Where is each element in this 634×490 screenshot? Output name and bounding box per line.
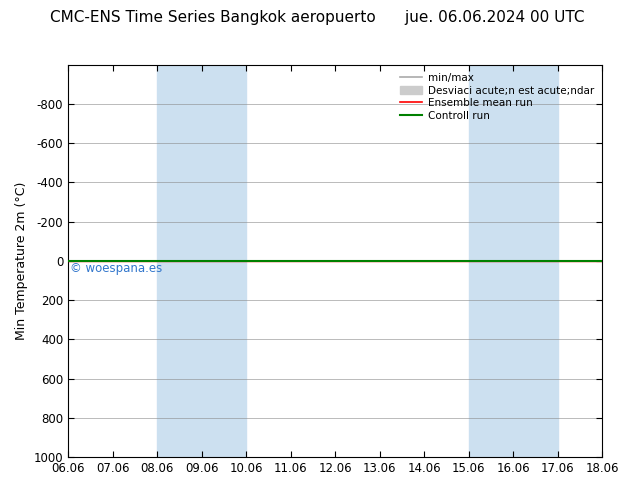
Bar <box>157 65 246 457</box>
Text: © woespana.es: © woespana.es <box>70 262 162 275</box>
Legend: min/max, Desviaci acute;n est acute;ndar, Ensemble mean run, Controll run: min/max, Desviaci acute;n est acute;ndar… <box>396 70 597 124</box>
Y-axis label: Min Temperature 2m (°C): Min Temperature 2m (°C) <box>15 182 28 340</box>
Text: CMC-ENS Time Series Bangkok aeropuerto      jue. 06.06.2024 00 UTC: CMC-ENS Time Series Bangkok aeropuerto j… <box>49 10 585 25</box>
Bar <box>469 65 558 457</box>
